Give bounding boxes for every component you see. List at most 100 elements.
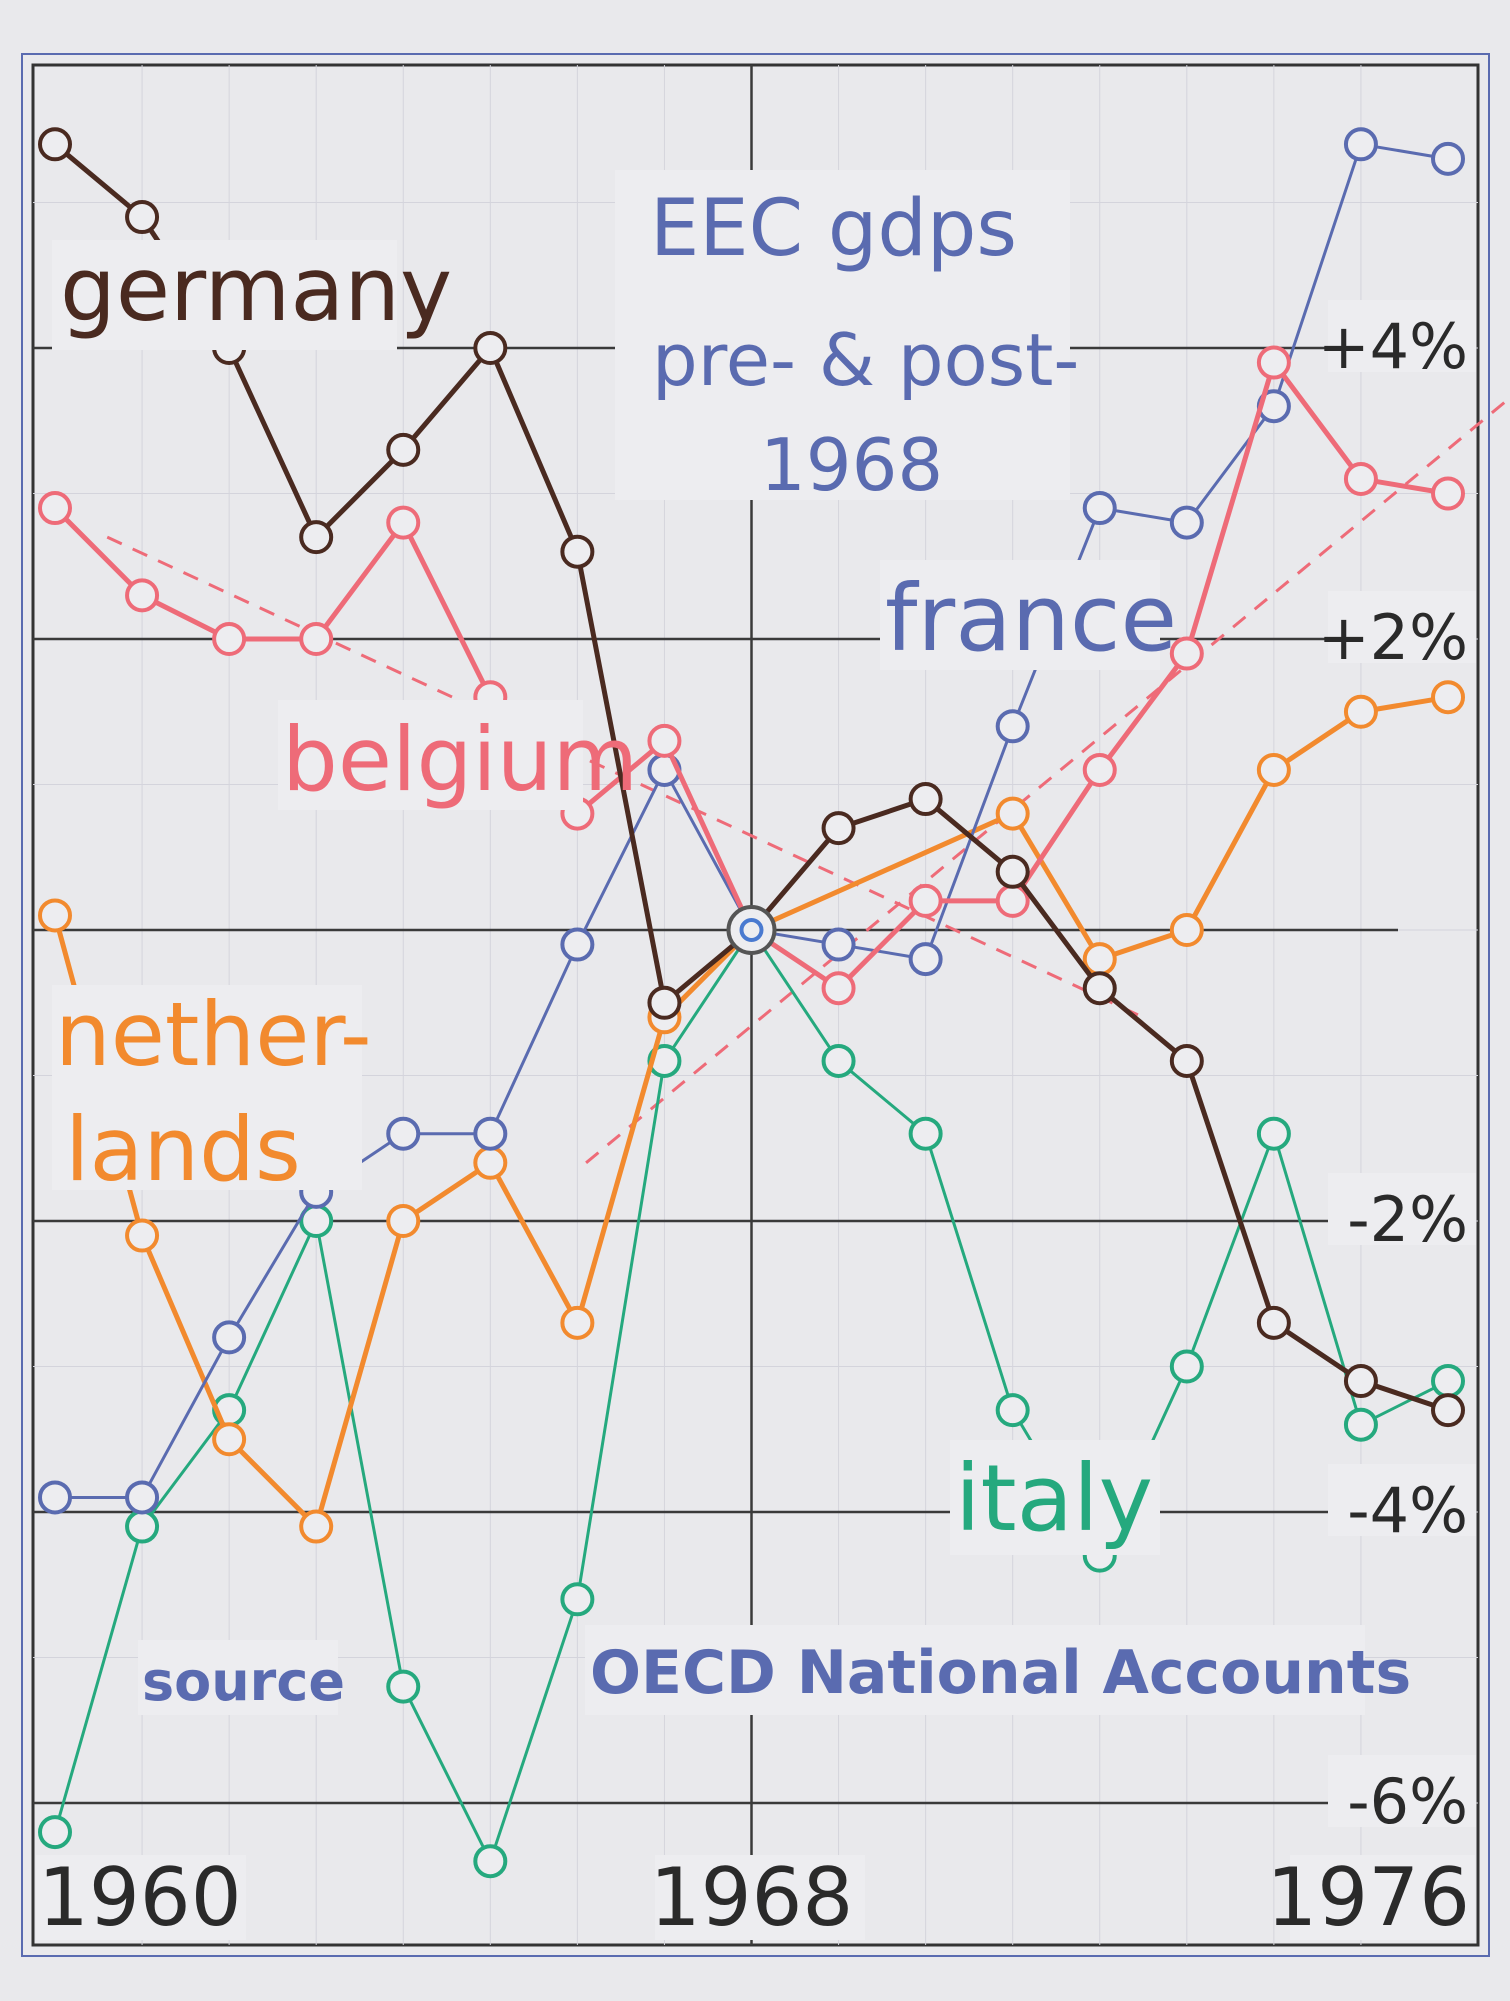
data-point-germany — [473, 331, 508, 365]
data-point-italy — [560, 1582, 595, 1617]
x-tick-label-1968: 1968 — [650, 1851, 854, 1944]
y-tick-label: -2% — [1347, 1183, 1468, 1256]
data-point-belgium — [1082, 752, 1117, 787]
data-point-netherlands — [299, 1509, 334, 1544]
data-point-italy — [1431, 1364, 1465, 1399]
data-point-france — [1169, 505, 1204, 540]
data-point-netherlands — [1431, 680, 1465, 715]
data-point-germany — [995, 854, 1030, 889]
data-point-belgium — [908, 883, 943, 918]
title-background — [615, 170, 1070, 500]
data-point-italy — [995, 1393, 1030, 1428]
data-point-germany — [647, 985, 682, 1020]
y-tick-bg — [1328, 1173, 1476, 1245]
x-tick-bg — [36, 1855, 246, 1940]
outer-border — [21, 53, 1490, 1957]
data-point-belgium — [1256, 345, 1291, 380]
data-point-france — [1343, 127, 1378, 162]
data-point-netherlands — [125, 1218, 160, 1253]
y-tick-bg — [1328, 300, 1476, 372]
data-point-belgium — [386, 505, 421, 540]
trend-line-belgium — [106, 535, 1144, 1019]
data-point-italy — [1256, 1116, 1291, 1151]
data-point-netherlands — [1169, 913, 1204, 947]
data-point-italy — [38, 1815, 72, 1850]
data-point-france — [821, 927, 856, 962]
data-point-belgium — [212, 622, 247, 656]
data-point-germany — [38, 127, 72, 162]
source-label-bg — [138, 1640, 338, 1715]
data-point-netherlands — [212, 1422, 247, 1457]
data-point-italy — [386, 1669, 421, 1704]
data-point-netherlands — [560, 1305, 595, 1340]
data-point-france — [908, 942, 943, 977]
data-point-netherlands — [1343, 694, 1378, 729]
data-point-belgium — [1343, 461, 1378, 496]
series-label-france: france — [885, 565, 1177, 672]
data-point-germany — [1343, 1364, 1378, 1399]
data-point-germany — [1256, 1305, 1291, 1340]
x-tick-label-1960: 1960 — [38, 1851, 242, 1944]
chart-subtitle-line2: 1968 — [760, 423, 943, 507]
data-point-germany — [1082, 971, 1117, 1006]
data-point-belgium — [821, 971, 856, 1006]
data-point-netherlands — [473, 1145, 508, 1180]
label-bg-france — [880, 560, 1160, 670]
x-tick-label-1976: 1976 — [1266, 1851, 1470, 1944]
data-point-italy — [125, 1509, 160, 1544]
y-tick-bg — [1328, 1755, 1476, 1827]
origin-marker — [726, 905, 777, 955]
label-bg-germany — [52, 240, 397, 350]
data-point-france — [212, 1320, 247, 1355]
data-point-germany — [125, 200, 160, 235]
data-point-germany — [1169, 1043, 1204, 1078]
data-point-france — [38, 1480, 72, 1515]
data-point-germany — [299, 520, 334, 555]
data-point-belgium — [1169, 636, 1204, 671]
origin-marker-inner — [739, 918, 764, 942]
data-point-france — [1082, 491, 1117, 526]
data-point-netherlands — [1082, 942, 1117, 977]
data-point-france — [995, 709, 1030, 744]
data-point-italy — [1343, 1407, 1378, 1442]
data-point-italy — [821, 1043, 856, 1078]
data-point-netherlands — [1256, 752, 1291, 787]
data-point-belgium — [38, 491, 72, 526]
series-label-italy: italy — [955, 1445, 1153, 1552]
data-point-germany — [560, 534, 595, 569]
trend-line-belgium — [585, 395, 1510, 1164]
label-bg-belgium — [278, 700, 583, 810]
source-label: source — [142, 1650, 345, 1713]
data-point-germany — [908, 782, 943, 817]
chart-subtitle-line1: pre- & post- — [652, 318, 1079, 402]
y-tick-label: +2% — [1318, 601, 1468, 674]
data-point-netherlands — [995, 796, 1030, 831]
data-point-belgium — [647, 723, 682, 758]
data-point-italy — [473, 1844, 508, 1879]
data-point-italy — [1169, 1349, 1204, 1384]
data-point-belgium — [995, 883, 1030, 918]
series-label-netherlands-line1: nether- — [55, 983, 372, 1086]
y-tick-bg — [1328, 591, 1476, 663]
data-point-netherlands — [386, 1204, 421, 1238]
data-point-france — [473, 1116, 508, 1151]
x-tick-bg — [655, 1855, 865, 1940]
data-point-belgium — [1431, 476, 1465, 511]
data-point-germany — [386, 432, 421, 467]
series-label-belgium: belgium — [282, 708, 638, 811]
data-point-france — [386, 1116, 421, 1151]
source-text-bg — [585, 1625, 1365, 1715]
x-tick-bg — [1290, 1855, 1475, 1940]
plot-frame — [31, 63, 1480, 1947]
data-point-france — [560, 927, 595, 962]
y-tick-bg — [1328, 1464, 1476, 1536]
data-point-italy — [908, 1116, 943, 1151]
data-point-germany — [1431, 1393, 1465, 1428]
data-point-germany — [821, 811, 856, 846]
y-tick-label: -4% — [1347, 1474, 1468, 1547]
label-bg-italy — [950, 1440, 1160, 1555]
series-italy — [38, 913, 1465, 1879]
y-tick-label: -6% — [1347, 1765, 1468, 1838]
y-tick-label: +4% — [1318, 310, 1468, 383]
